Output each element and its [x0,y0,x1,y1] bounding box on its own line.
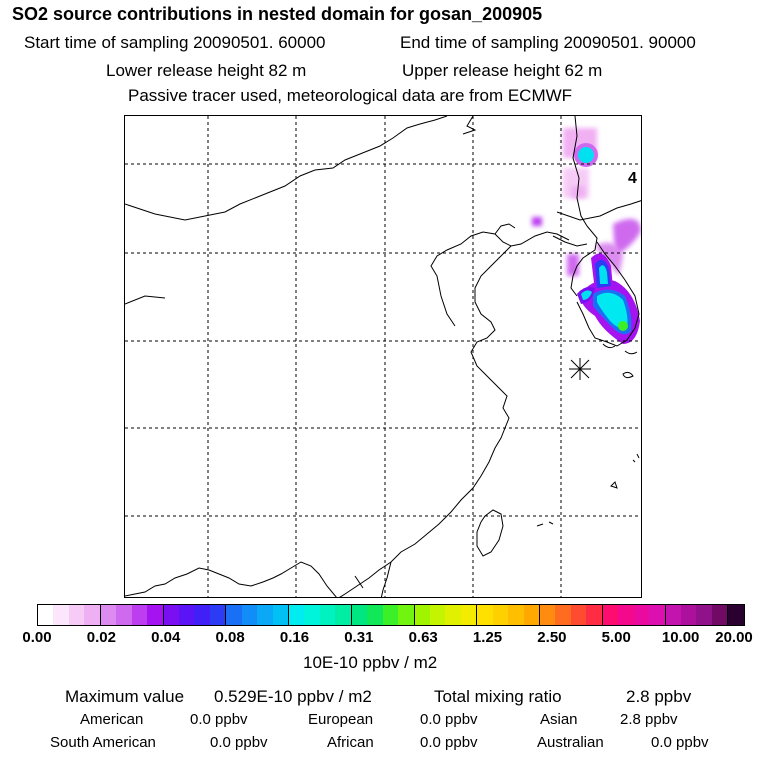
colorbar-segment [288,605,305,625]
colorbar-segment [194,605,210,625]
colorbar-segment [131,605,148,625]
total-mixing-ratio-value: 2.8 ppbv [626,687,692,706]
receptor-marker-icon [569,358,591,380]
colorbar-segment [570,605,587,625]
colorbar-tick-label: 1.25 [472,629,503,646]
region-value: 0.0 ppbv [190,711,248,728]
colorbar-segment [539,605,556,625]
colorbar-segment [601,605,619,625]
region-name: South American [50,734,156,751]
colorbar-segment [84,605,100,625]
colorbar-segment [492,605,509,625]
region-name: Asian [540,711,578,728]
colorbar-segment [664,605,681,625]
colorbar-segment [680,605,697,625]
colorbar-segment [696,605,712,625]
colorbar-segment [429,605,446,625]
region-value: 0.0 ppbv [210,734,268,751]
upper-release-height-label: Upper release height 62 m [402,61,603,80]
colorbar-segment [727,605,744,625]
colorbar-tick-label: 0.08 [215,629,245,646]
coastline-and-borders [125,116,641,597]
colorbar-segment [633,605,650,625]
colorbar-segment [523,605,539,625]
colorbar-segment [508,605,524,625]
colorbar-segment [711,605,728,625]
colorbar-segment [445,605,461,625]
colorbar-tick-label: 2.50 [537,629,567,646]
region-value: 2.8 ppbv [620,711,678,728]
colorbar-segment [618,605,634,625]
region-value: 0.0 ppbv [420,734,478,751]
colorbar-tick-label: 0.63 [408,629,438,646]
end-time-label: End time of sampling 20090501. 90000 [400,33,696,52]
plot-title: SO2 source contributions in nested domai… [12,4,543,24]
colorbar-segment [476,605,493,625]
colorbar-segment [555,605,571,625]
colorbar-segment [209,605,226,625]
lower-release-height-label: Lower release height 82 m [106,61,307,80]
colorbar-tick-label: 20.00 [715,629,753,646]
colorbar-segment [649,605,665,625]
colorbar-segment [413,605,430,625]
colorbar-segment [350,605,368,625]
colorbar-tick-label: 0.04 [151,629,181,646]
colorbar-segment [225,605,242,625]
colorbar-segment [335,605,351,625]
colorbar-segment [257,605,273,625]
colorbar-segment [38,605,54,625]
max-value: 0.529E-10 ppbv / m2 [214,687,372,706]
colorbar-segment [53,605,69,625]
colorbar-tick-label: 10.00 [661,629,700,646]
colorbar-tick-label: 0.00 [22,629,52,646]
region-name: European [308,711,374,728]
colorbar-tick-label: 0.31 [344,629,374,646]
colorbar-segment [272,605,288,625]
tracer-note: Passive tracer used, meteorological data… [128,86,573,105]
colorbar-segment [304,605,320,625]
colorbar-segment [162,605,179,625]
so2-concentration-plume [532,128,641,344]
colorbar-segment [116,605,132,625]
colorbar-segment [382,605,399,625]
map-canvas: 4 [125,116,641,597]
lat-lon-grid [125,116,641,597]
colorbar-tick-label: 5.00 [601,629,631,646]
colorbar-segment [99,605,117,625]
colorbar-segment [178,605,195,625]
region-value: 0.0 ppbv [420,711,478,728]
region-name: American [80,711,144,728]
start-time-label: Start time of sampling 20090501. 60000 [24,33,326,52]
colorbar-segment [367,605,383,625]
region-value: 0.0 ppbv [651,734,709,751]
colorbar-segment [68,605,85,625]
max-value-label: Maximum value [65,687,185,706]
colorbar-unit: 10E-10 ppbv / m2 [303,653,438,672]
colorbar [37,604,745,626]
region-name: Australian [537,734,604,751]
total-mixing-ratio-label: Total mixing ratio [434,687,562,706]
map-panel: 4 [124,115,642,598]
region-name: African [327,734,374,751]
colorbar-segment [398,605,414,625]
panel-number-label: 4 [628,170,637,187]
colorbar-segment [147,605,163,625]
colorbar-tick-label: 0.16 [279,629,310,646]
colorbar-segment [586,605,602,625]
colorbar-tick-label: 0.02 [86,629,116,646]
colorbar-segment [460,605,477,625]
colorbar-segment [241,605,258,625]
colorbar-segment [319,605,336,625]
